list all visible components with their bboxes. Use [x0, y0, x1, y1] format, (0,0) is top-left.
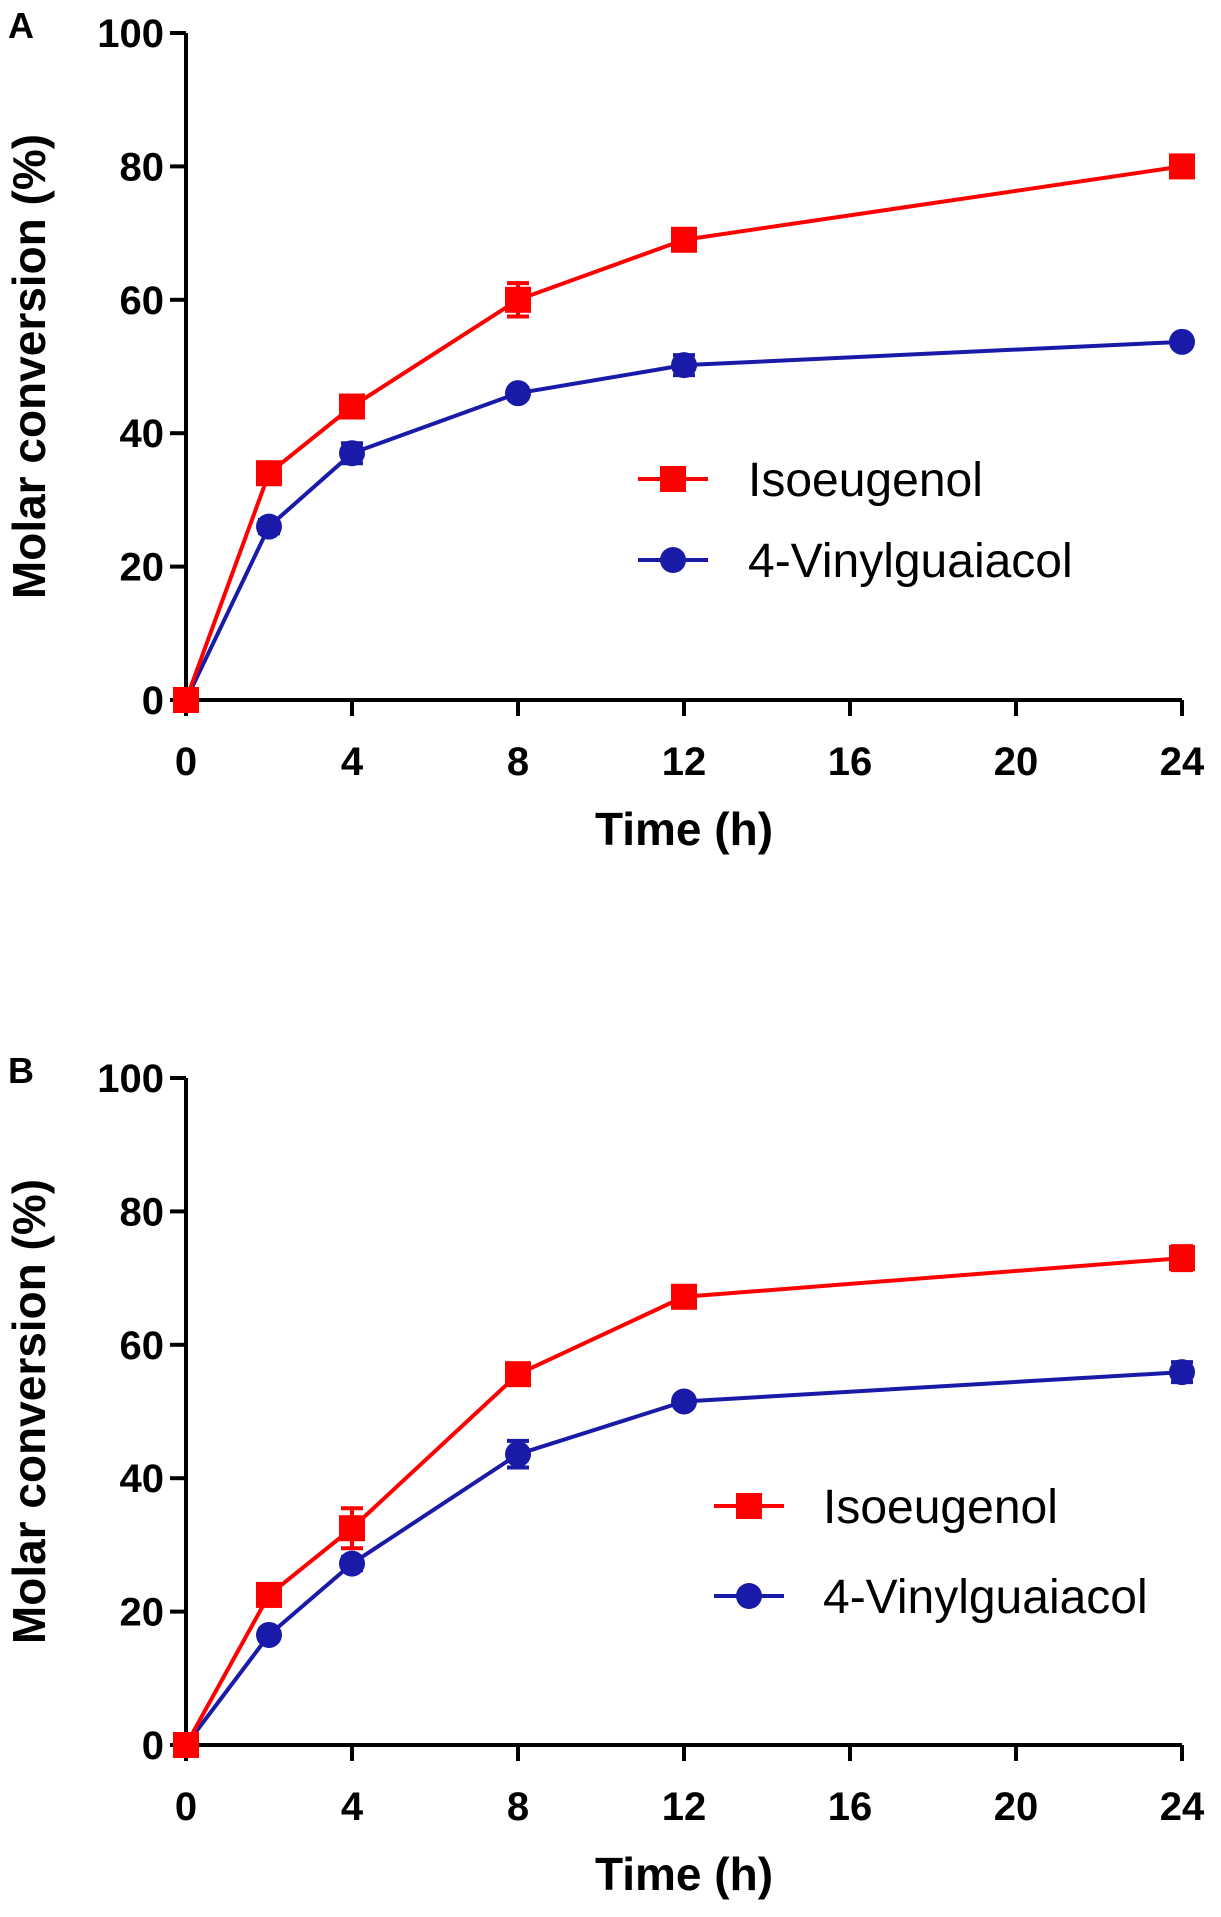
panel-b-point-isoeugenol: [1169, 1245, 1195, 1272]
panel-b-point-4-vinylguaiacol: [505, 1441, 531, 1468]
panel-b-x-tick-label: 20: [994, 1785, 1039, 1829]
panel-b-legend-label-4-vinylguaiacol: 4-Vinylguaiacol: [823, 1571, 1148, 1624]
panel-a-x-tick-label: 12: [662, 740, 707, 784]
panel-a-series-line-4-vinylguaiacol: [184, 339, 1183, 701]
panel-b-x-tick-label: 24: [1160, 1785, 1205, 1829]
panel-a-y-tick-label: 80: [120, 145, 165, 189]
panel-a-x-tick-label: 8: [507, 740, 529, 784]
panel-b-chart: B 0 20 40 60 80 100 0 4 8 12 16 20 24 Time (h) Molar co…: [3, 1050, 1205, 1900]
panel-a-y-tick-label: 100: [97, 12, 164, 56]
panel-a-x-tick-label: 20: [994, 740, 1039, 784]
panel-a-x-axis-title: Time (h): [595, 803, 773, 855]
panel-a-y-tick-label: 20: [120, 546, 165, 590]
panel-b-point-isoeugenol: [505, 1361, 531, 1388]
panel-b-point-4-vinylguaiacol: [671, 1388, 697, 1415]
panel-a-x-tick-label: 0: [175, 740, 197, 784]
panel-b-y-tick-label: 60: [120, 1324, 165, 1368]
panel-b-x-tick-label: 0: [175, 1785, 197, 1829]
panel-b-legend-label-isoeugenol: Isoeugenol: [823, 1481, 1058, 1534]
panel-b-x-tick-label: 16: [828, 1785, 873, 1829]
panel-a-point-isoeugenol: [1169, 153, 1195, 180]
panel-b-legend-marker-4-vinylguaiacol: [736, 1583, 762, 1609]
panel-b-series-line-4-vinylguaiacol: [184, 1370, 1183, 1747]
panel-a-y-tick-label: 60: [120, 279, 165, 323]
panel-b-y-tick-label: 20: [120, 1591, 165, 1635]
panel-b-series-line-isoeugenol: [184, 1256, 1183, 1746]
panel-b-y-axis-title: Molar conversion (%): [3, 1179, 55, 1644]
panel-b-point-isoeugenol: [256, 1581, 282, 1608]
panel-a-chart: A 0 20 40 60 80 100 0 4 8 12 16 20 24 Time (h) Molar co…: [3, 5, 1205, 855]
panel-a-point-isoeugenol: [505, 286, 531, 313]
panel-a-point-isoeugenol: [671, 226, 697, 253]
panel-b-x-tick-label: 4: [341, 1785, 364, 1829]
panel-b-x-tick-label: 8: [507, 1785, 529, 1829]
panel-b-point-4-vinylguaiacol: [339, 1550, 365, 1577]
panel-a-x-tick-label: 4: [341, 740, 364, 784]
panel-a-point-4-vinylguaiacol: [671, 352, 697, 379]
panel-a-point-isoeugenol: [173, 687, 199, 713]
panel-b-y-tick-label: 40: [120, 1457, 165, 1501]
panel-a-point-4-vinylguaiacol: [256, 513, 282, 540]
panel-a-legend-label-4-vinylguaiacol: 4-Vinylguaiacol: [748, 535, 1073, 588]
panel-a-point-isoeugenol: [339, 393, 365, 420]
panel-a-y-tick-label: 40: [120, 412, 165, 456]
panel-a-point-4-vinylguaiacol: [505, 380, 531, 407]
panel-a-point-isoeugenol: [256, 460, 282, 487]
panel-a-legend-marker-4-vinylguaiacol: [660, 547, 686, 573]
panel-a-x-tick-label: 16: [828, 740, 873, 784]
panel-b-label: B: [8, 1050, 34, 1091]
panel-a-y-axis-title: Molar conversion (%): [3, 134, 55, 599]
panel-b-y-tick-label: 0: [142, 1724, 164, 1768]
panel-b-x-axis-title: Time (h): [595, 1848, 773, 1900]
panel-a-point-4-vinylguaiacol: [339, 440, 365, 467]
panel-b-x-tick-label: 12: [662, 1785, 707, 1829]
panel-b-y-tick-label: 100: [97, 1057, 164, 1101]
panel-b-point-isoeugenol: [339, 1515, 365, 1542]
panel-b-point-isoeugenol: [671, 1283, 697, 1310]
panel-a-legend-label-isoeugenol: Isoeugenol: [748, 454, 983, 507]
panel-a-point-4-vinylguaiacol: [1169, 328, 1195, 355]
panel-a-label: A: [8, 5, 34, 46]
panel-b-point-4-vinylguaiacol: [1169, 1359, 1195, 1386]
panel-a-series-line-isoeugenol: [184, 164, 1183, 701]
panel-a-y-tick-label: 0: [142, 679, 164, 723]
panel-b-legend-marker-isoeugenol: [736, 1493, 762, 1519]
panel-a-x-tick-label: 24: [1160, 740, 1205, 784]
panel-b-point-4-vinylguaiacol: [256, 1621, 282, 1648]
panel-b-y-tick-label: 80: [120, 1190, 165, 1234]
panel-a-legend-marker-isoeugenol: [660, 466, 686, 492]
panel-b-point-isoeugenol: [173, 1732, 199, 1758]
